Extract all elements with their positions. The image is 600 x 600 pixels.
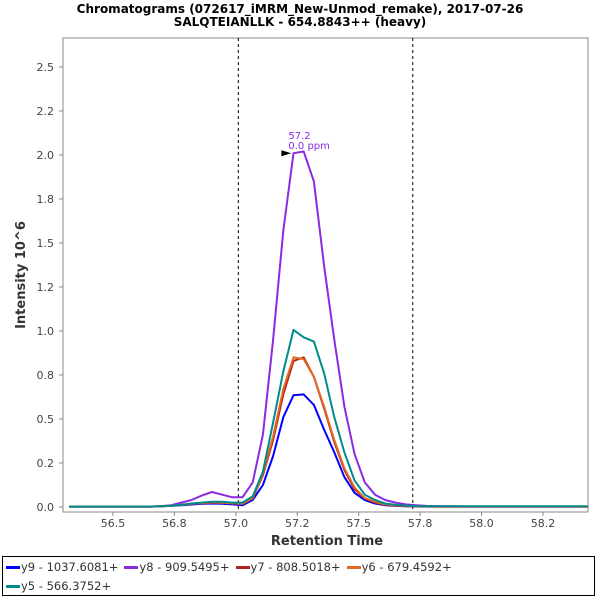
legend-item: y5 - 566.3752+ — [6, 579, 111, 593]
x-tick-label: 56.8 — [162, 517, 187, 530]
legend-label: y5 - 566.3752+ — [21, 579, 112, 593]
y-tick-label: 1.5 — [37, 237, 55, 250]
y-axis-label: Intensity 10^6 — [14, 221, 29, 329]
legend-label: y6 - 679.4592+ — [361, 560, 452, 574]
x-tick-label: 57.5 — [346, 517, 371, 530]
y-tick-label: 1.8 — [37, 193, 55, 206]
legend-item: y7 - 808.5018+ — [235, 560, 341, 574]
y-tick-label: 0.8 — [37, 369, 55, 382]
legend-swatch — [6, 565, 20, 569]
legend-swatch — [124, 565, 139, 569]
legend-item: y8 - 909.5495+ — [124, 560, 230, 574]
x-tick-label: 58.2 — [531, 517, 556, 530]
y-tick-label: 0.0 — [37, 501, 55, 514]
y-tick-label: 0.5 — [37, 413, 55, 426]
x-tick-label: 57.0 — [224, 517, 249, 530]
y-tick-label: 1.2 — [37, 281, 55, 294]
y-tick-label: 2.2 — [37, 105, 55, 118]
legend-label: y9 - 1037.6081+ — [21, 560, 119, 574]
legend-item: y9 - 1037.6081+ — [6, 560, 118, 574]
chart-title: Chromatograms (072617_iMRM_New-Unmod_rem… — [76, 2, 524, 16]
legend-label: y8 - 909.5495+ — [139, 560, 230, 574]
legend-item: y6 - 679.4592+ — [346, 560, 452, 574]
y-tick-label: 0.2 — [37, 457, 55, 470]
legend: y9 - 1037.6081+ y8 - 909.5495+ y7 - 808.50… — [2, 556, 595, 596]
legend-swatch — [346, 565, 361, 569]
y-tick-label: 2.0 — [37, 149, 55, 162]
x-tick-label: 58.0 — [469, 517, 494, 530]
peak-ppm-label: 0.0 ppm — [288, 141, 330, 152]
chromatogram-plot: 0.0 0.2 0.5 0.8 1.0 1.2 1.5 1.8 2.0 2.2 2.5 56.5 56… — [14, 37, 589, 549]
y-tick-label: 1.0 — [37, 325, 55, 338]
x-tick-label: 57.2 — [285, 517, 310, 530]
x-tick-label: 56.5 — [101, 517, 126, 530]
x-axis-label: Retention Time — [271, 534, 383, 549]
peak-rt-label: 57.2 — [288, 131, 310, 142]
series-line-y5 — [69, 328, 588, 508]
chart-subtitle: SALQTEIANLLK - 654.8843++ (heavy) — [173, 15, 427, 29]
legend-swatch — [6, 584, 20, 588]
x-tick-label: 57.8 — [408, 517, 433, 530]
legend-swatch — [235, 565, 250, 569]
peak-arrow-icon — [281, 150, 292, 157]
y-tick-label: 2.5 — [37, 61, 55, 74]
legend-label: y7 - 808.5018+ — [250, 560, 341, 574]
